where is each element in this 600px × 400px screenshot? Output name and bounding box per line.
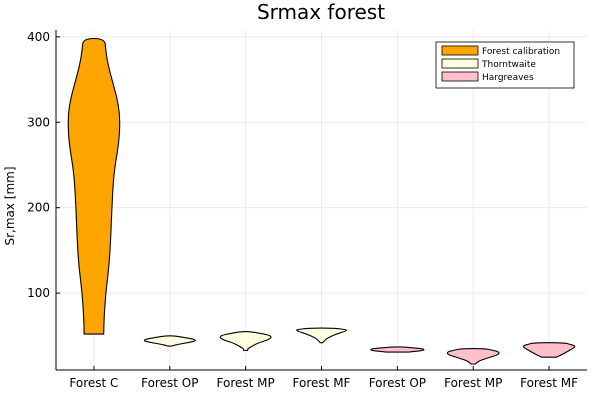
axis-layer: 100 200 300 400 Forest C Forest OP Forest MP Fo… — [27, 30, 587, 390]
x-tick-label: Forest OP — [141, 376, 198, 390]
legend-swatch — [441, 71, 479, 82]
legend-label: Thorntwaite — [481, 60, 536, 70]
legend-swatch — [441, 45, 479, 56]
x-tick-label: Forest MP — [444, 376, 502, 390]
y-tick-label: 400 — [27, 30, 50, 44]
x-tick-label: Forest MF — [293, 376, 351, 390]
violin-2 — [143, 335, 196, 347]
legend-swatch — [441, 58, 479, 69]
violin-4 — [296, 327, 347, 344]
chart-title: Srmax forest — [257, 0, 385, 24]
violin-3 — [219, 331, 272, 351]
x-tick-label: Forest MP — [217, 376, 275, 390]
x-tick-label: Forest C — [69, 376, 118, 390]
violin-1 — [67, 37, 121, 335]
y-tick-label: 200 — [27, 201, 50, 215]
violin-6 — [446, 348, 500, 365]
violin-layer — [67, 37, 576, 365]
y-axis-title: Sr,max [mm] — [3, 166, 17, 245]
legend-label: Forest calibration — [482, 47, 560, 57]
violin-7 — [522, 342, 576, 358]
x-tick-label: Forest OP — [369, 376, 426, 390]
y-tick-label: 300 — [27, 115, 50, 129]
x-tick-label: Forest MF — [520, 376, 578, 390]
legend-label: Hargreaves — [482, 73, 534, 83]
y-tick-label: 100 — [27, 286, 50, 300]
legend: Forest calibration Thorntwaite Hargreaves — [435, 41, 575, 89]
violin-5 — [370, 346, 425, 353]
